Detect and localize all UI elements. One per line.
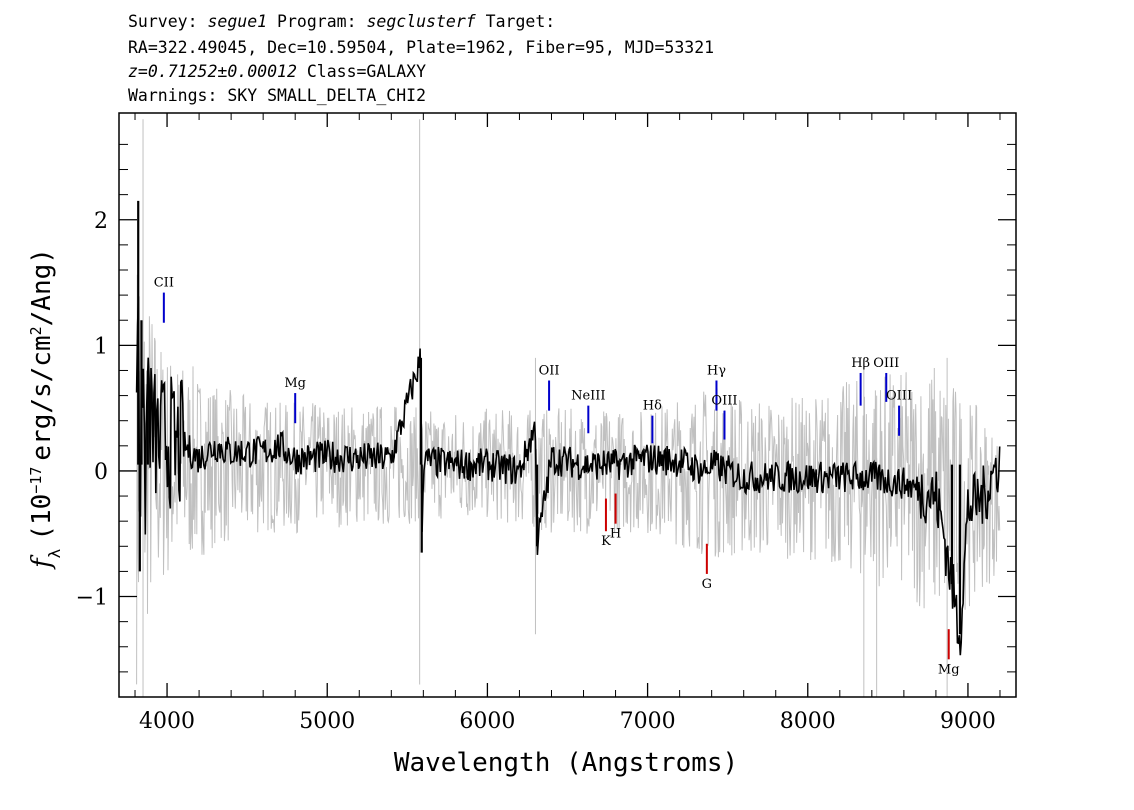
header-line-4: Warnings: SKY SMALL_DELTA_CHI2	[128, 86, 427, 105]
marker-label-11: H	[610, 527, 621, 542]
y-tick-label-0: −1	[76, 586, 108, 611]
y-axis-lambda: λ	[45, 548, 64, 558]
y-tick-label-2: 1	[94, 334, 108, 359]
marker-label-1: Mg	[284, 376, 306, 391]
class-value: Class=GALAXY	[306, 62, 427, 81]
header-line-2: RA=322.49045, Dec=10.59504, Plate=1962, …	[128, 38, 715, 57]
x-tick-label-3: 7000	[620, 709, 676, 734]
y-axis-units-a: (10	[27, 494, 57, 541]
marker-label-7: Hβ	[851, 356, 870, 371]
y-axis-units-c: /Ang)	[27, 248, 57, 326]
y-axis-exp: −17	[27, 467, 45, 494]
marker-label-3: NeIII	[571, 389, 605, 404]
target-label: Target:	[485, 12, 556, 31]
program-label: Program:	[277, 12, 357, 31]
marker-label-0: CII	[154, 276, 174, 291]
noise-layer	[136, 119, 1001, 697]
marker-label-13: Mg	[938, 662, 960, 677]
noise-spectrum-line	[136, 274, 1001, 685]
plot-frame	[118, 112, 1017, 698]
x-tick-label-5: 9000	[940, 709, 996, 734]
y-tick-label-1: 0	[94, 460, 108, 485]
header-line-3: z=0.71252±0.00012 Class=GALAXY	[128, 62, 426, 82]
marker-label-4: Hδ	[643, 399, 662, 414]
marker-label-6: OIII	[711, 394, 737, 409]
survey-label: Survey:	[128, 12, 198, 31]
x-axis-title: Wavelength (Angstroms)	[394, 748, 738, 778]
header-line-1: Survey: segue1 Program: segclusterf Targ…	[128, 12, 555, 32]
redshift-value: z=0.71252±0.00012	[128, 62, 297, 81]
x-tick-label-1: 5000	[299, 709, 355, 734]
x-tick-label-2: 6000	[459, 709, 515, 734]
marker-label-5: Hγ	[707, 364, 726, 379]
flux-layer	[135, 200, 1001, 656]
axis-layer: 4000 5000 6000 7000 8000 9000 −1 0 1 2	[76, 112, 1017, 734]
survey-value: segue1	[207, 12, 268, 31]
marker-label-2: OII	[539, 364, 560, 379]
x-tick-label-0: 4000	[139, 709, 195, 734]
y-axis-title: fλ(10−17erg/s/cm2/Ang)	[27, 248, 64, 570]
y-tick-label-3: 2	[94, 209, 108, 234]
marker-label-10: K	[601, 534, 611, 549]
y-axis-units-b: erg/s/cm	[27, 335, 57, 460]
marker-label-8: OIII	[873, 356, 899, 371]
x-tick-label-4: 8000	[780, 709, 836, 734]
program-value: segclusterf	[366, 12, 476, 31]
marker-label-9: OIII	[886, 389, 912, 404]
y-axis-sq: 2	[27, 326, 45, 335]
flux-spectrum-line	[135, 296, 1001, 656]
marker-label-12: G	[702, 577, 712, 592]
